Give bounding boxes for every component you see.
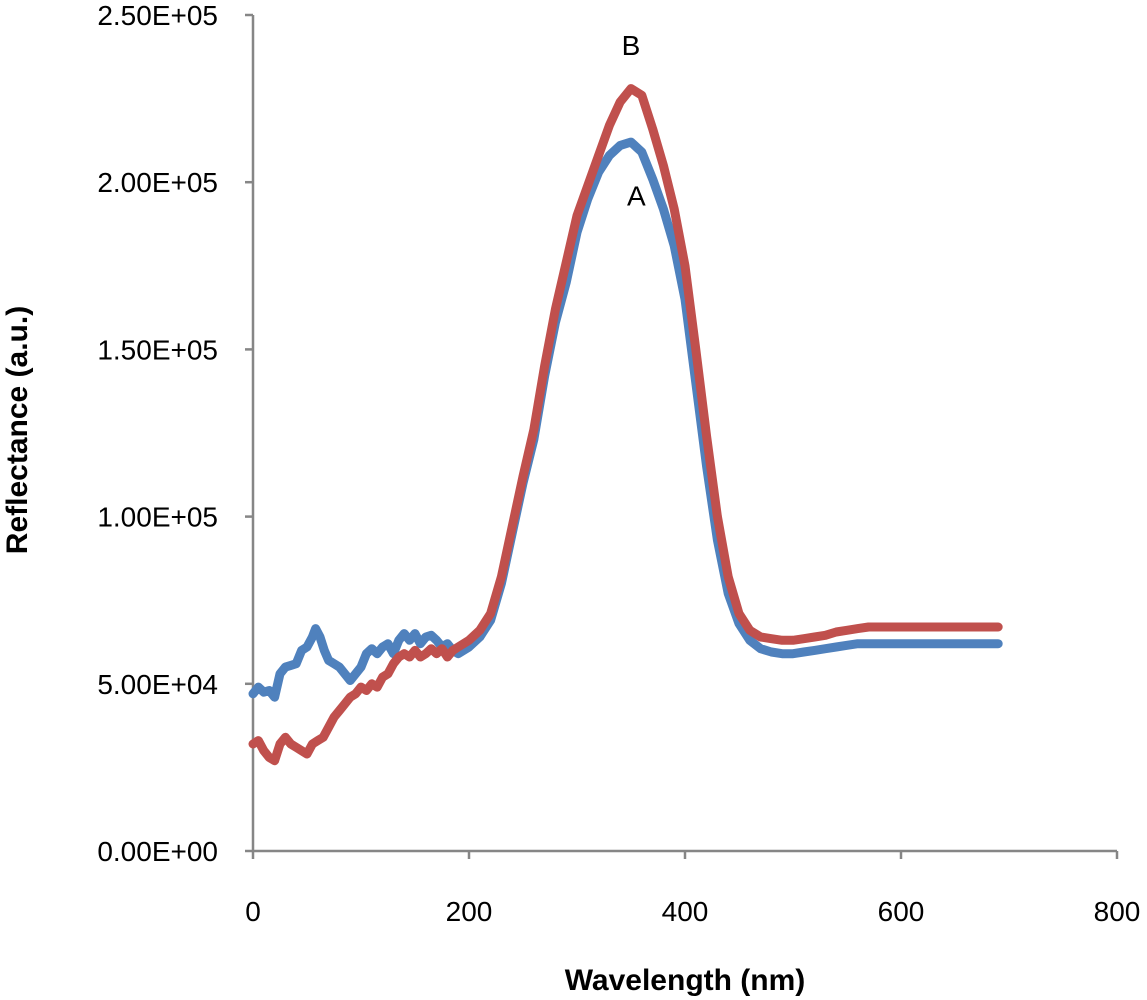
series-line-a <box>248 137 1003 702</box>
series-label-a: A <box>627 181 646 212</box>
y-tick-label: 0.00E+00 <box>97 836 218 867</box>
y-tick-label: 1.50E+05 <box>97 334 218 365</box>
labels-layer: AB <box>622 30 646 211</box>
x-tick-label: 400 <box>662 896 709 927</box>
y-tick-label: 1.00E+05 <box>97 502 218 533</box>
y-axis-title: Reflectance (a.u.) <box>1 306 34 554</box>
x-axis-title: Wavelength (nm) <box>565 964 806 997</box>
series-layer <box>248 84 1003 766</box>
x-tick-label: 0 <box>245 896 261 927</box>
series-label-b: B <box>622 30 641 61</box>
y-tick-label: 5.00E+04 <box>97 669 218 700</box>
x-tick-label: 200 <box>446 896 493 927</box>
x-tick-label: 800 <box>1094 896 1141 927</box>
y-tick-label: 2.00E+05 <box>97 167 218 198</box>
axes: 0.00E+00 5.00E+04 1.00E+05 1.50E+05 2.00E+05… <box>97 0 1140 927</box>
x-tick-label: 600 <box>878 896 925 927</box>
y-tick-label: 2.50E+05 <box>97 0 218 31</box>
series-line-b <box>248 84 1003 766</box>
